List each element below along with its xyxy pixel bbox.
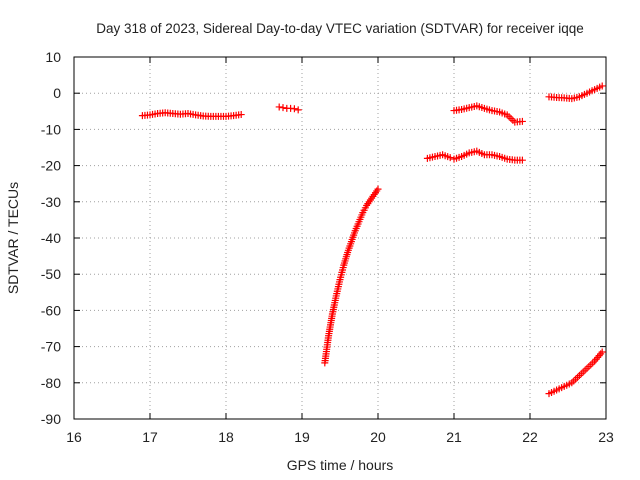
y-axis-label: SDTVAR / TECUs [5,182,21,294]
data-point [275,103,283,111]
x-tick-label: 16 [66,429,82,445]
y-tick-label: -30 [41,194,61,210]
data-point [446,154,454,162]
data-point [598,348,606,356]
chart-title: Day 318 of 2023, Sidereal Day-to-day VTE… [96,21,583,36]
data-point [598,82,606,90]
y-tick-label: 0 [53,85,61,101]
x-tick-label: 23 [598,429,614,445]
data-point [518,117,526,125]
data-point [279,104,287,112]
y-tick-label: -50 [41,266,61,282]
series-segment-5 [450,102,526,126]
y-tick-label: -40 [41,230,61,246]
x-axis-label: GPS time / hours [287,457,394,473]
data-point [294,106,302,114]
y-tick-label: -90 [41,411,61,427]
data-point [374,185,382,193]
x-tick-label: 22 [522,429,538,445]
x-tick-label: 19 [294,429,310,445]
data-point [518,156,526,164]
data-points [138,82,606,398]
series-segment-7 [545,348,606,398]
y-tick-label: 10 [45,49,61,65]
data-point [290,105,298,113]
series-segment-3 [321,185,382,367]
x-tick-label: 18 [218,429,234,445]
series-segment-1 [138,109,245,120]
y-tick-label: -70 [41,339,61,355]
y-tick-label: -10 [41,121,61,137]
series-segment-4 [423,147,526,164]
x-tick-label: 17 [142,429,158,445]
series-segment-2 [275,103,302,114]
series-segment-6 [545,82,606,103]
x-tick-label: 21 [446,429,462,445]
y-tick-label: -80 [41,375,61,391]
data-point [237,111,245,119]
y-tick-label: -20 [41,158,61,174]
x-tick-label: 20 [370,429,386,445]
y-tick-label: -60 [41,302,61,318]
axis-ticks: 16 17 18 19 20 21 22 23 10 0 -10 -20 -30 -40 -50 -60 -70… [41,49,614,445]
grid-lines [74,57,606,419]
